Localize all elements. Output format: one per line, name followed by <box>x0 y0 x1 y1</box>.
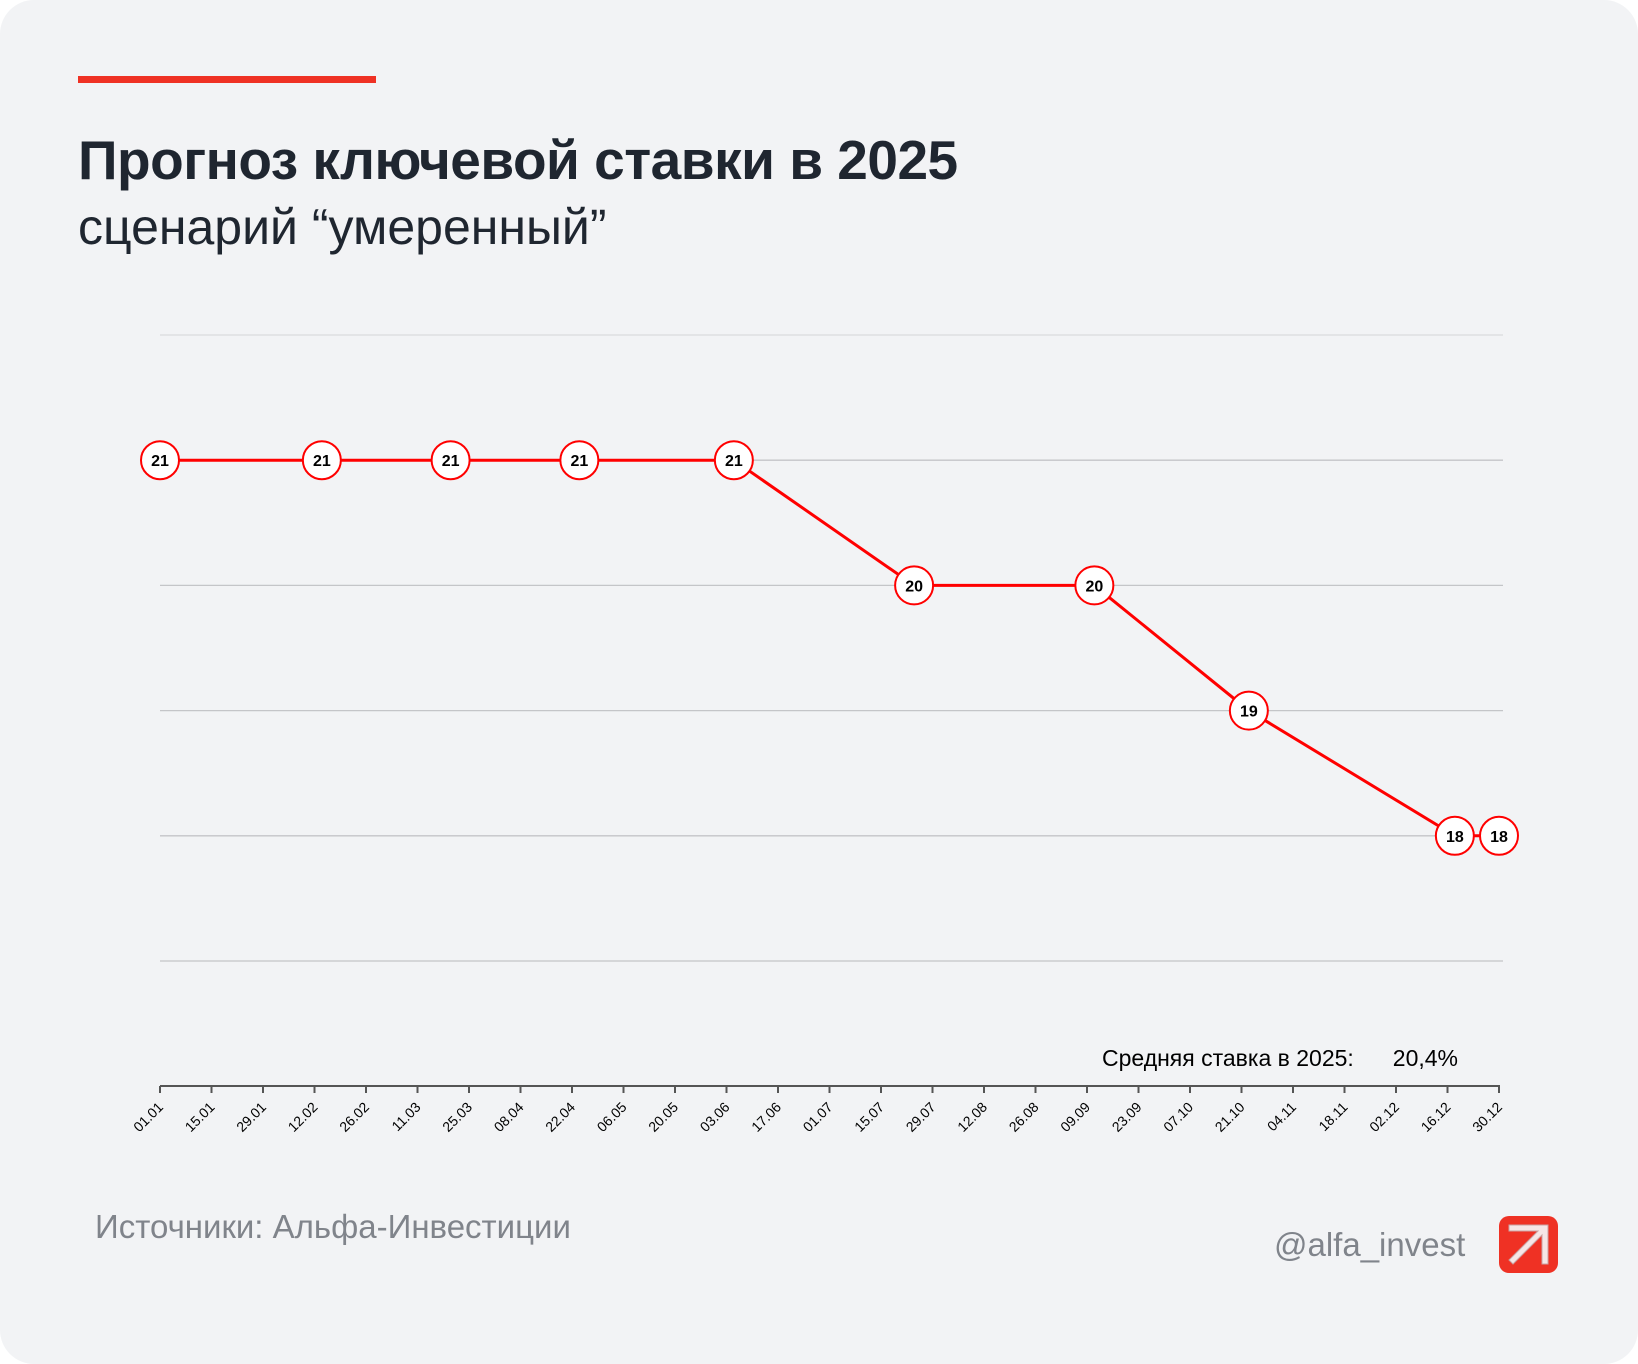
x-tick-label: 17.06 <box>748 1099 784 1135</box>
x-tick-label: 02.12 <box>1366 1099 1402 1135</box>
point-marker <box>713 440 754 481</box>
accent-bar <box>78 76 376 83</box>
data-label: 21 <box>442 453 460 470</box>
chart-subtitle: сценарий “умеренный” <box>78 199 607 255</box>
chart-title: Прогноз ключевой ставки в 2025 <box>78 129 958 191</box>
data-point: 21 <box>559 440 600 481</box>
data-label: 21 <box>725 453 743 470</box>
x-tick-label: 01.01 <box>130 1099 166 1135</box>
alfa-logo-icon <box>1499 1216 1558 1273</box>
point-marker <box>1434 815 1475 856</box>
point-marker <box>1074 565 1115 606</box>
x-tick-label: 06.05 <box>594 1099 630 1135</box>
data-point: 21 <box>430 440 471 481</box>
x-tick-label: 21.10 <box>1212 1099 1248 1135</box>
data-point: 21 <box>301 440 342 481</box>
x-tick-label: 11.03 <box>388 1099 424 1135</box>
data-label: 21 <box>313 453 331 470</box>
average-rate-value: 20,4% <box>1393 1045 1458 1071</box>
x-tick-label: 26.02 <box>336 1099 372 1135</box>
rate-line <box>160 458 1499 838</box>
point-marker <box>559 440 600 481</box>
data-label: 19 <box>1240 704 1258 721</box>
x-tick-label: 08.04 <box>491 1099 527 1135</box>
data-point: 21 <box>140 440 180 481</box>
x-tick-label: 20.05 <box>645 1099 681 1135</box>
x-tick-label: 25.03 <box>439 1099 475 1135</box>
x-tick-label: 22.04 <box>542 1099 578 1135</box>
point-marker <box>1228 690 1269 731</box>
source-note: Источники: Альфа-Инвестиции <box>95 1208 571 1245</box>
average-rate-label: Средняя ставка в 2025: <box>1102 1045 1354 1071</box>
data-point: 20 <box>894 565 935 606</box>
data-point: 19 <box>1228 690 1269 731</box>
point-marker <box>430 440 471 481</box>
point-marker <box>301 440 342 481</box>
data-label: 21 <box>570 453 588 470</box>
x-tick-label: 29.01 <box>233 1099 269 1135</box>
x-tick-label: 09.09 <box>1057 1099 1093 1135</box>
channel-handle[interactable]: @alfa_invest <box>1274 1226 1466 1263</box>
x-tick-label: 01.07 <box>800 1099 836 1135</box>
data-label: 18 <box>1490 829 1508 846</box>
x-tick-label: 12.08 <box>954 1099 990 1135</box>
x-tick-label: 07.10 <box>1160 1099 1196 1135</box>
data-label: 20 <box>905 578 923 595</box>
point-marker <box>140 440 180 481</box>
data-label: 18 <box>1446 829 1464 846</box>
x-tick-label: 29.07 <box>903 1099 939 1135</box>
data-label: 20 <box>1085 578 1103 595</box>
point-marker <box>894 565 935 606</box>
x-tick-label: 23.09 <box>1109 1099 1145 1135</box>
x-tick-label: 18.11 <box>1315 1099 1351 1135</box>
data-point: 20 <box>1074 565 1115 606</box>
x-tick-label: 03.06 <box>697 1099 733 1135</box>
x-tick-label: 12.02 <box>285 1099 321 1135</box>
data-point: 18 <box>1434 815 1475 856</box>
x-tick-label: 15.07 <box>851 1099 887 1135</box>
data-point: 18 <box>1479 815 1519 856</box>
data-label: 21 <box>151 453 169 470</box>
x-tick-label: 15.01 <box>182 1099 218 1135</box>
x-tick-label: 04.11 <box>1264 1099 1300 1135</box>
x-tick-label: 16.12 <box>1418 1099 1454 1135</box>
x-tick-label: 26.08 <box>1006 1099 1042 1135</box>
data-point: 21 <box>713 440 754 481</box>
point-marker <box>1479 815 1519 856</box>
x-tick-label: 30.12 <box>1469 1099 1505 1135</box>
